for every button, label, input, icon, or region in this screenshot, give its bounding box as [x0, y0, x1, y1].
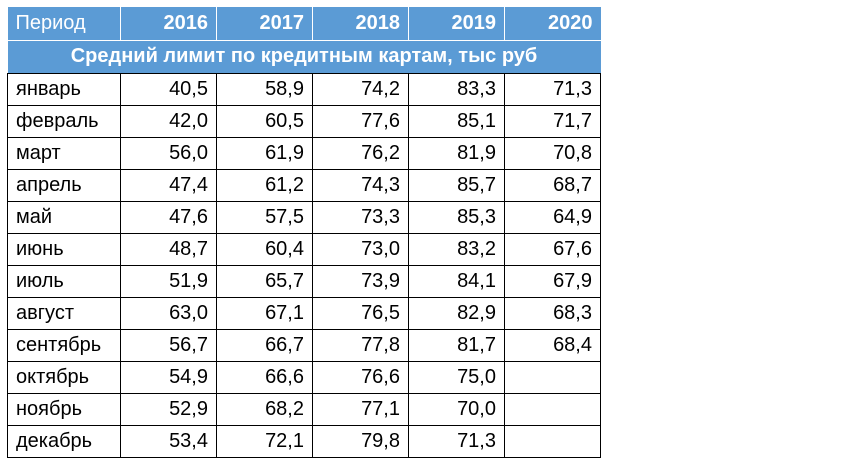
value-cell: 83,2 [408, 232, 505, 266]
month-cell: декабрь [7, 424, 121, 458]
table-body: январь 40,5 58,9 74,2 83,3 71,3 февраль 42,0 60,… [7, 72, 601, 458]
value-cell: 81,9 [408, 136, 505, 170]
year-header: 2016 [120, 7, 217, 40]
value-cell: 79,8 [312, 424, 409, 458]
table-row: октябрь 54,9 66,6 76,6 75,0 [7, 360, 601, 394]
value-cell: 67,6 [504, 232, 601, 266]
value-cell [504, 392, 601, 426]
value-cell: 54,9 [120, 360, 217, 394]
value-cell: 70,8 [504, 136, 601, 170]
value-cell: 73,3 [312, 200, 409, 234]
value-cell: 56,7 [120, 328, 217, 362]
value-cell: 74,3 [312, 168, 409, 202]
value-cell: 77,8 [312, 328, 409, 362]
value-cell: 85,3 [408, 200, 505, 234]
value-cell: 64,9 [504, 200, 601, 234]
year-header: 2020 [504, 7, 601, 40]
value-cell: 68,4 [504, 328, 601, 362]
month-cell: январь [7, 72, 121, 106]
month-cell: июнь [7, 232, 121, 266]
value-cell: 68,3 [504, 296, 601, 330]
table-row: май 47,6 57,5 73,3 85,3 64,9 [7, 200, 601, 234]
table-row: июнь 48,7 60,4 73,0 83,2 67,6 [7, 232, 601, 266]
value-cell: 67,9 [504, 264, 601, 298]
month-cell: апрель [7, 168, 121, 202]
value-cell: 83,3 [408, 72, 505, 106]
value-cell: 85,7 [408, 168, 505, 202]
month-cell: июль [7, 264, 121, 298]
limit-table: Период 2016 2017 2018 2019 2020 Средний … [7, 7, 601, 458]
value-cell [504, 360, 601, 394]
value-cell: 81,7 [408, 328, 505, 362]
value-cell: 63,0 [120, 296, 217, 330]
month-cell: сентябрь [7, 328, 121, 362]
month-cell: ноябрь [7, 392, 121, 426]
value-cell: 48,7 [120, 232, 217, 266]
table-row: июль 51,9 65,7 73,9 84,1 67,9 [7, 264, 601, 298]
value-cell: 77,1 [312, 392, 409, 426]
value-cell: 61,2 [216, 168, 313, 202]
table-title: Средний лимит по кредитным картам, тыс р… [7, 39, 601, 73]
title-row: Средний лимит по кредитным картам, тыс р… [7, 39, 601, 73]
table-row: декабрь 53,4 72,1 79,8 71,3 [7, 424, 601, 458]
value-cell: 82,9 [408, 296, 505, 330]
value-cell: 71,3 [408, 424, 505, 458]
table-row: январь 40,5 58,9 74,2 83,3 71,3 [7, 72, 601, 106]
value-cell: 71,3 [504, 72, 601, 106]
value-cell: 68,7 [504, 168, 601, 202]
value-cell: 42,0 [120, 104, 217, 138]
table-row: апрель 47,4 61,2 74,3 85,7 68,7 [7, 168, 601, 202]
month-cell: октябрь [7, 360, 121, 394]
table-row: февраль 42,0 60,5 77,6 85,1 71,7 [7, 104, 601, 138]
value-cell: 47,4 [120, 168, 217, 202]
month-cell: май [7, 200, 121, 234]
value-cell: 85,1 [408, 104, 505, 138]
value-cell: 40,5 [120, 72, 217, 106]
value-cell: 77,6 [312, 104, 409, 138]
value-cell: 76,6 [312, 360, 409, 394]
value-cell: 60,5 [216, 104, 313, 138]
value-cell: 71,7 [504, 104, 601, 138]
value-cell: 65,7 [216, 264, 313, 298]
value-cell: 74,2 [312, 72, 409, 106]
value-cell: 66,6 [216, 360, 313, 394]
month-cell: март [7, 136, 121, 170]
table-row: ноябрь 52,9 68,2 77,1 70,0 [7, 392, 601, 426]
table-row: август 63,0 67,1 76,5 82,9 68,3 [7, 296, 601, 330]
month-cell: август [7, 296, 121, 330]
value-cell: 58,9 [216, 72, 313, 106]
header-row: Период 2016 2017 2018 2019 2020 [7, 7, 601, 40]
year-header: 2018 [312, 7, 409, 40]
value-cell: 66,7 [216, 328, 313, 362]
month-cell: февраль [7, 104, 121, 138]
value-cell: 76,2 [312, 136, 409, 170]
year-header: 2017 [216, 7, 313, 40]
value-cell: 68,2 [216, 392, 313, 426]
value-cell: 60,4 [216, 232, 313, 266]
value-cell [504, 424, 601, 458]
value-cell: 56,0 [120, 136, 217, 170]
table-row: сентябрь 56,7 66,7 77,8 81,7 68,4 [7, 328, 601, 362]
year-header: 2019 [408, 7, 505, 40]
value-cell: 67,1 [216, 296, 313, 330]
value-cell: 76,5 [312, 296, 409, 330]
value-cell: 73,9 [312, 264, 409, 298]
value-cell: 47,6 [120, 200, 217, 234]
value-cell: 51,9 [120, 264, 217, 298]
value-cell: 73,0 [312, 232, 409, 266]
value-cell: 52,9 [120, 392, 217, 426]
value-cell: 72,1 [216, 424, 313, 458]
value-cell: 57,5 [216, 200, 313, 234]
value-cell: 53,4 [120, 424, 217, 458]
table-row: март 56,0 61,9 76,2 81,9 70,8 [7, 136, 601, 170]
period-header: Период [7, 7, 121, 40]
value-cell: 70,0 [408, 392, 505, 426]
value-cell: 84,1 [408, 264, 505, 298]
value-cell: 61,9 [216, 136, 313, 170]
value-cell: 75,0 [408, 360, 505, 394]
